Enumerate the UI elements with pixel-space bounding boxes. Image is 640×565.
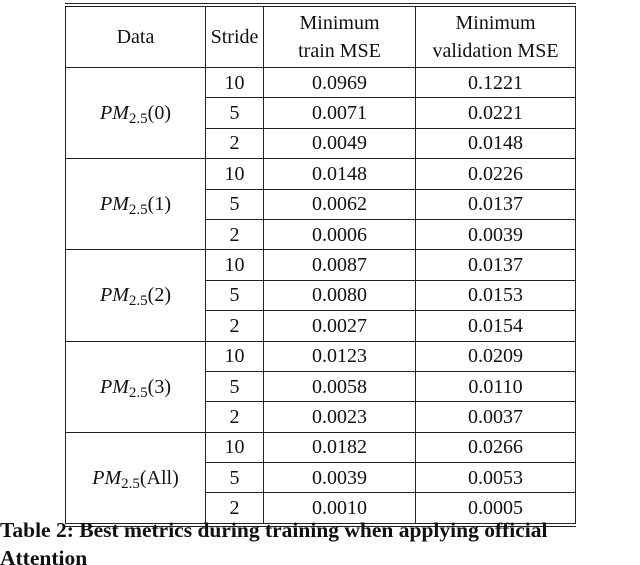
table-cell: 0.0087: [263, 249, 416, 281]
table-row: PM2.5(2) 10 0.0087 0.0137: [65, 249, 576, 342]
header-line: Minimum: [299, 12, 380, 34]
table-row: 2 0.0027 0.0154: [66, 310, 576, 342]
table-row: 2 0.0006 0.0039: [66, 218, 576, 250]
label-arg: (3): [147, 375, 171, 398]
table-cell: 0.0058: [263, 370, 416, 402]
table-cell: 0.0005: [415, 492, 576, 527]
table-cell: 5: [205, 279, 264, 311]
table-cell: 10: [205, 249, 264, 281]
table-cell: 0.0221: [415, 97, 576, 129]
label-base: PM: [100, 284, 129, 307]
header-cell: Minimum validation MSE: [415, 3, 576, 68]
table-row: 2 0.0023 0.0037: [66, 401, 576, 433]
header-line: validation MSE: [432, 40, 559, 62]
label-subscript: 2.5: [128, 202, 148, 219]
label-arg: (1): [147, 193, 171, 216]
table-cell: 0.0039: [263, 462, 416, 493]
table-cell: 10: [205, 67, 264, 98]
table-cell: 0.0027: [263, 310, 416, 342]
table-cell: 0.0080: [263, 279, 416, 311]
table-cell: 0.0137: [415, 249, 576, 281]
table-cell: 5: [205, 370, 264, 402]
header-line: train MSE: [298, 40, 381, 62]
table-cell: 0.0053: [415, 462, 576, 493]
table-row: 2 0.0049 0.0148: [66, 127, 576, 159]
table-cell: 2: [205, 218, 264, 250]
table-cell: 10: [205, 431, 264, 463]
table-cell: 5: [205, 462, 264, 493]
table-row: 2 0.0010 0.0005: [66, 492, 576, 527]
table-cell: 0.0137: [415, 188, 576, 220]
table-cell: 2: [205, 127, 264, 159]
table-cell: 2: [205, 401, 264, 433]
table-cell: 0.0226: [415, 158, 576, 190]
table-cell: 5: [205, 97, 264, 129]
header-line: Minimum: [455, 12, 536, 34]
table-cell: 0.0039: [415, 218, 576, 250]
header-row: Data Stride Minimum train MSE Minimum validat…: [65, 3, 576, 68]
table-cell: 0.0153: [415, 279, 576, 311]
table-cell: 0.0123: [263, 340, 416, 372]
table-row: 5 0.0039 0.0053: [66, 462, 576, 493]
table-cell: 0.0148: [263, 158, 416, 190]
table-row: 5 0.0062 0.0137: [66, 188, 576, 220]
table-row: PM2.5(0) 10 0.0969 0.1221: [65, 67, 576, 160]
table-cell: 0.0023: [263, 401, 416, 433]
results-table: Data Stride Minimum train MSE Minimum validat…: [65, 3, 576, 527]
table-cell: 0.0006: [263, 218, 416, 250]
table-cell: 0.0010: [263, 492, 416, 527]
table-cell: 0.0154: [415, 310, 576, 342]
table-row: 5 0.0058 0.0110: [66, 370, 576, 402]
label-base: PM: [100, 102, 129, 125]
table-cell: 2: [205, 492, 264, 527]
label-base: PM: [100, 193, 129, 216]
label-base: PM: [100, 375, 129, 398]
table-row: PM2.5(All) 10 0.0182 0.0266: [65, 431, 576, 527]
table-row: 5 0.0080 0.0153: [66, 279, 576, 311]
table-cell: 0.1221: [415, 67, 576, 98]
header-text: Data: [116, 26, 155, 48]
data-label-cell: PM2.5(3): [65, 340, 206, 433]
table-cell: 0.0148: [415, 127, 576, 159]
label-subscript: 2.5: [128, 384, 148, 401]
table-row: PM2.5(1) 10 0.0148 0.0226: [65, 158, 576, 251]
header-text: Stride: [210, 26, 259, 48]
data-label-cell: PM2.5(0): [65, 67, 206, 160]
data-label-cell: PM2.5(All): [65, 431, 206, 527]
table-row: 5 0.0071 0.0221: [66, 97, 576, 129]
header-cell: Data: [65, 3, 206, 68]
table-cell: 10: [205, 340, 264, 372]
header-cell: Minimum train MSE: [263, 3, 416, 68]
data-label-cell: PM2.5(2): [65, 249, 206, 342]
table-cell: 0.0062: [263, 188, 416, 220]
label-subscript: 2.5: [121, 475, 140, 492]
table-cell: 10: [205, 158, 264, 190]
label-subscript: 2.5: [128, 293, 148, 310]
table-cell: 0.0969: [263, 67, 416, 98]
label-base: PM: [92, 466, 122, 489]
caption: Attention: [0, 546, 88, 565]
table-cell: 0.0110: [415, 370, 576, 402]
data-label-cell: PM2.5(1): [65, 158, 206, 251]
label-arg: (All): [139, 466, 179, 489]
table-cell: 2: [205, 310, 264, 342]
table-cell: 0.0209: [415, 340, 576, 372]
table-cell: 0.0037: [415, 401, 576, 433]
table-cell: 5: [205, 188, 264, 220]
caption: Table 2: Best metrics during training wh…: [0, 518, 548, 542]
table-row: PM2.5(3) 10 0.0123 0.0209: [65, 340, 576, 433]
label-subscript: 2.5: [128, 111, 148, 128]
table-cell: 0.0049: [263, 127, 416, 159]
header-cell: Stride: [205, 3, 264, 68]
label-arg: (2): [147, 284, 171, 307]
label-arg: (0): [147, 102, 171, 125]
table-cell: 0.0266: [415, 431, 576, 463]
table-cell: 0.0071: [263, 97, 416, 129]
table-cell: 0.0182: [263, 431, 416, 463]
